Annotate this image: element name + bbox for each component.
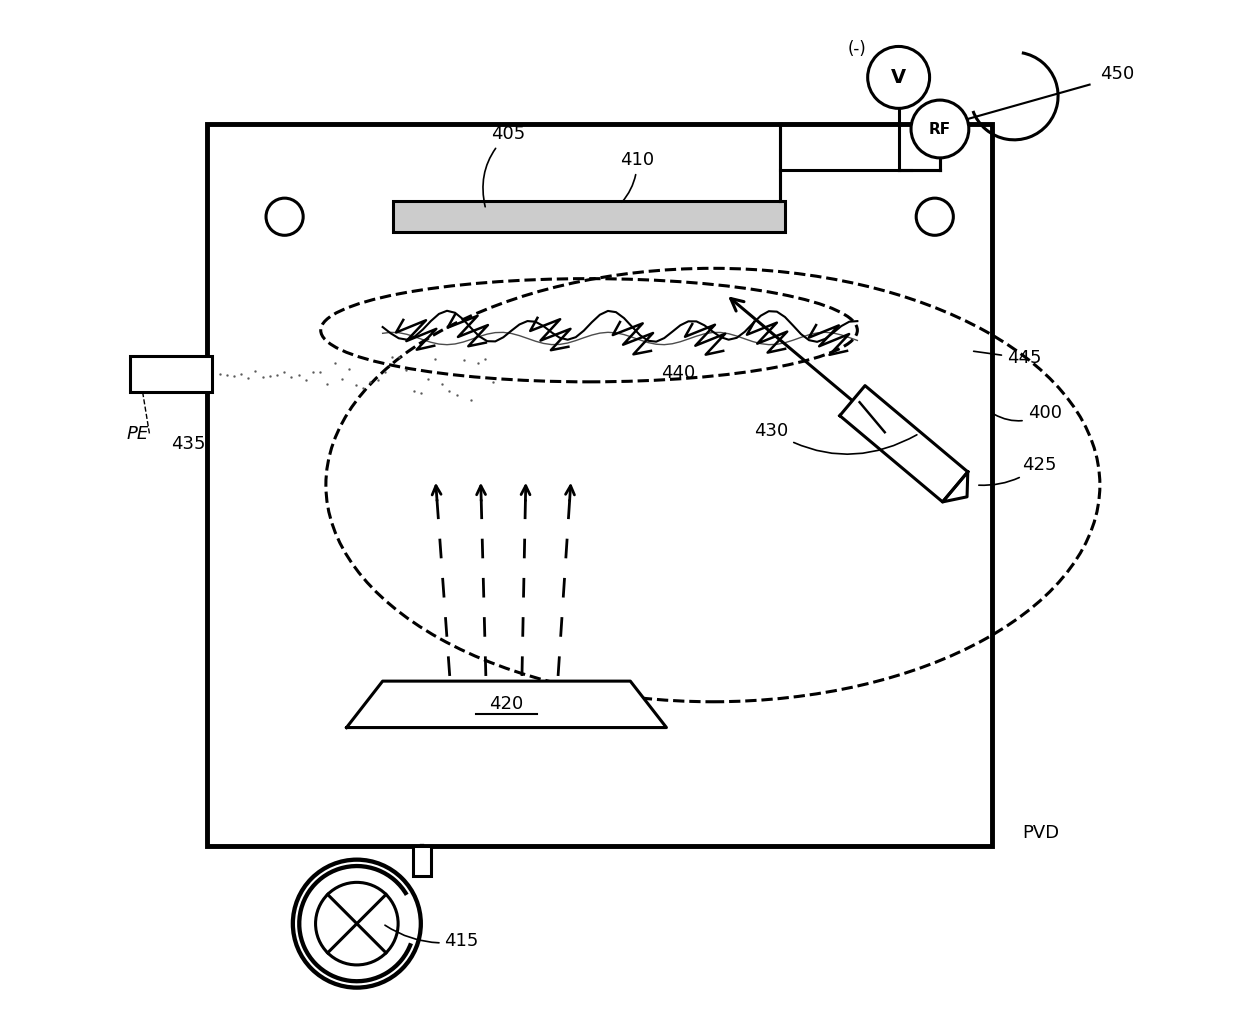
Circle shape [868,46,930,108]
Text: 450: 450 [1100,65,1135,84]
Text: 430: 430 [754,421,916,454]
Bar [393,201,785,232]
Text: 425: 425 [978,455,1056,485]
Bar [207,124,992,846]
Text: 410: 410 [620,151,655,202]
Text: 445: 445 [973,349,1042,367]
Text: 405: 405 [482,125,526,206]
Circle shape [267,198,303,235]
Text: 400: 400 [994,404,1061,422]
Bar [130,356,212,392]
Circle shape [911,100,968,158]
Text: RF: RF [929,122,951,136]
Text: PE: PE [126,424,149,443]
Polygon shape [346,681,666,728]
Text: PVD: PVD [1023,824,1060,842]
Circle shape [916,198,954,235]
Text: 440: 440 [661,363,696,382]
Circle shape [293,860,420,988]
Bar [413,846,432,875]
Text: V: V [892,68,906,87]
Text: 415: 415 [384,925,479,950]
Text: (-): (-) [848,39,867,58]
Circle shape [315,882,398,965]
Text: 435: 435 [171,434,206,453]
Polygon shape [839,386,967,502]
Text: 420: 420 [490,695,523,713]
